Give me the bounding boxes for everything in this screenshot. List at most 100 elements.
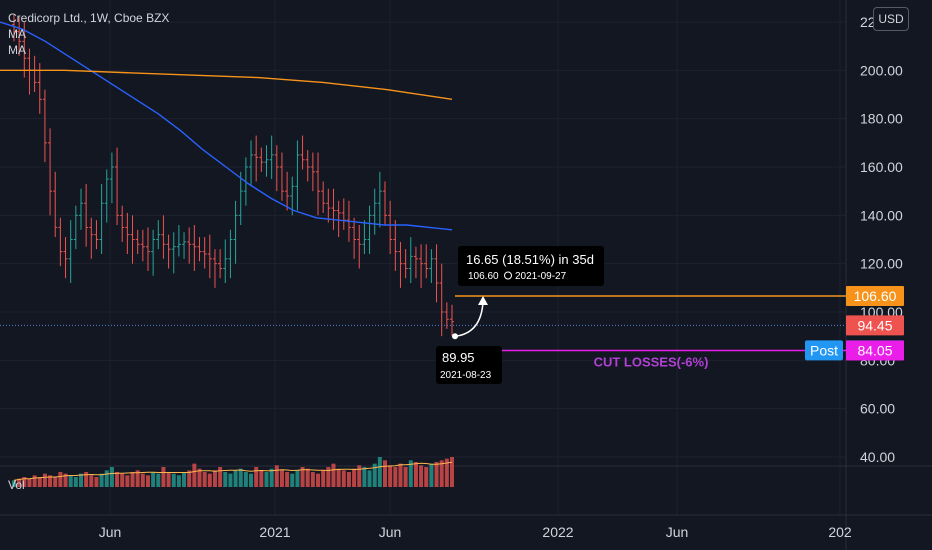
volume-bar (346, 472, 351, 487)
target-price-tag-bg (846, 286, 904, 307)
volume-bar (218, 467, 223, 487)
volume-bar (197, 468, 202, 487)
volume-bar (212, 470, 217, 487)
volume-bar (22, 477, 27, 487)
candle (249, 140, 254, 187)
candle (32, 55, 37, 93)
candle (73, 205, 78, 250)
candle (228, 229, 233, 279)
volume-bar (331, 463, 336, 487)
volume-bar (305, 468, 310, 487)
last-price-tag: 94.45 (857, 317, 892, 333)
volume-bar (377, 457, 382, 487)
volume-bar (367, 470, 372, 487)
y-tick-label: 200.00 (860, 62, 903, 78)
candle (135, 229, 140, 254)
y-tick-label: 180.00 (860, 111, 903, 127)
candle (300, 135, 305, 170)
volume-bar (89, 475, 94, 487)
volume-bar (63, 473, 68, 487)
volume-bar (192, 463, 197, 487)
volume-bar (326, 467, 331, 487)
volume-bar (398, 463, 403, 487)
x-tick-label: Jun (666, 524, 689, 540)
candle (207, 234, 212, 279)
volume-bar (130, 472, 135, 487)
volume-bar (223, 472, 228, 487)
volume-bar (161, 467, 166, 487)
candle (182, 232, 187, 259)
candle (295, 140, 300, 211)
candle (99, 183, 104, 254)
currency-button[interactable]: USD (873, 7, 909, 31)
candle (413, 246, 418, 279)
volume-bar (424, 467, 429, 487)
x-tick-label: 2021 (259, 524, 290, 540)
volume-ma-line (13, 461, 453, 481)
volume-bar (176, 475, 181, 487)
candle (145, 227, 150, 271)
candle (424, 244, 429, 279)
candle (305, 150, 310, 182)
candle (403, 249, 408, 279)
price-axis: 220.00200.00180.00160.00140.00120.00100.… (805, 14, 904, 465)
ma-legend-2[interactable]: MA (8, 43, 26, 57)
volume-pane (12, 457, 454, 487)
volume-bar (202, 472, 207, 487)
y-tick-label: 40.00 (860, 449, 895, 465)
candle (450, 304, 454, 337)
symbol-title[interactable]: Credicorp Ltd., 1W, Cboe BZX (8, 11, 170, 25)
ma-legend-1[interactable]: MA (8, 27, 26, 41)
volume-bar (53, 477, 58, 487)
y-tick-label: 60.00 (860, 401, 895, 417)
candle (197, 237, 202, 262)
time-axis: Jun 2021 Jun 2022 Jun 202 (99, 524, 852, 540)
annotations: 16.65 (18.51%) in 35d 106.60 2021-09-27 89.… (436, 246, 604, 384)
candle (352, 217, 357, 259)
volume-bar (357, 465, 362, 487)
candle (12, 14, 16, 42)
chart-legend: Credicorp Ltd., 1W, Cboe BZX MA MA (8, 10, 169, 58)
volume-bar (264, 472, 269, 487)
volume-bar (125, 475, 130, 487)
candle (109, 152, 114, 204)
candle (357, 225, 362, 269)
candle (362, 220, 367, 254)
volume-bar (372, 463, 377, 487)
candle (336, 200, 341, 238)
volume-bar (145, 475, 150, 487)
candle (115, 147, 120, 225)
volume-bar (140, 473, 145, 487)
x-tick-label: Jun (99, 524, 122, 540)
volume-label: Vol (8, 478, 25, 492)
volume-bar (310, 472, 315, 487)
volume-bar (233, 470, 238, 487)
volume-bar (42, 473, 47, 487)
moving-averages (0, 21, 453, 231)
candle (419, 244, 424, 288)
volume-bar (450, 457, 454, 487)
volume-bar (135, 470, 140, 487)
y-tick-label: 160.00 (860, 159, 903, 175)
volume-bar (290, 473, 295, 487)
measure-arrowhead (478, 296, 488, 306)
candle (331, 188, 336, 230)
measure-end-price: 106.60 (468, 271, 499, 282)
volume-bar (238, 468, 243, 487)
volume-bar (78, 473, 83, 487)
candle (316, 152, 321, 216)
volume-bar (84, 472, 89, 487)
volume-bar (403, 467, 408, 487)
candle (192, 225, 197, 271)
volume-bar (393, 467, 398, 487)
volume-bar (408, 460, 413, 487)
volume-bar (99, 473, 104, 487)
volume-bar (300, 467, 305, 487)
cut-losses-price-tag: 84.05 (857, 343, 892, 359)
volume-bar (383, 460, 388, 487)
candle (53, 171, 58, 238)
x-tick-label: 202 (828, 524, 852, 540)
candle (84, 183, 89, 247)
measure-end-date: 2021-09-27 (515, 271, 567, 282)
